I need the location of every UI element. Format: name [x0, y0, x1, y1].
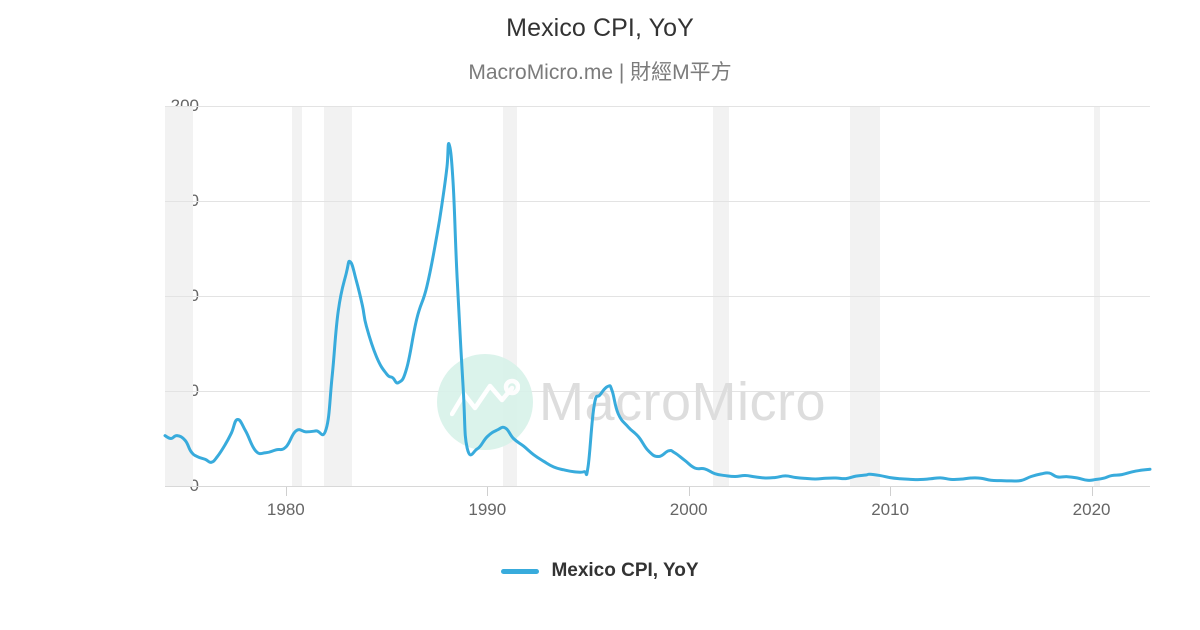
x-axis-tick-2000: 2000 — [669, 500, 708, 519]
chart-title: Mexico CPI, YoY — [506, 14, 694, 42]
gridline-y-200 — [165, 106, 1150, 107]
x-axis-tickmark-1980 — [286, 487, 287, 496]
x-axis-tick-2020: 2020 — [1072, 500, 1111, 519]
x-axis-tick-1990: 1990 — [468, 500, 507, 519]
x-axis-line — [165, 486, 1150, 487]
series-line-chart — [165, 106, 1150, 486]
chart-subtitle: MacroMicro.me | 財經M平方 — [468, 61, 732, 84]
x-axis-tickmark-2020 — [1092, 487, 1093, 496]
gridline-y-50 — [165, 391, 1150, 392]
x-axis-tickmark-1990 — [487, 487, 488, 496]
plot-area: MacroMicro — [165, 106, 1150, 487]
x-axis: 1980 1990 2000 2010 2020 — [165, 486, 1150, 530]
y-axis-tick-0: 0 — [79, 476, 199, 496]
x-axis-tick-1980: 1980 — [266, 500, 305, 519]
x-axis-tickmark-2000 — [689, 487, 690, 496]
gridline-y-150 — [165, 201, 1150, 202]
x-axis-tick-2010: 2010 — [871, 500, 910, 519]
legend-swatch-mexico-cpi — [501, 568, 540, 574]
chart-legend: Mexico CPI, YoY — [0, 560, 1200, 582]
gridline-y-100 — [165, 296, 1150, 297]
legend-label-mexico-cpi: Mexico CPI, YoY — [551, 560, 699, 581]
x-axis-tickmark-2010 — [890, 487, 891, 496]
series-line-mexico-cpi — [165, 144, 1150, 482]
